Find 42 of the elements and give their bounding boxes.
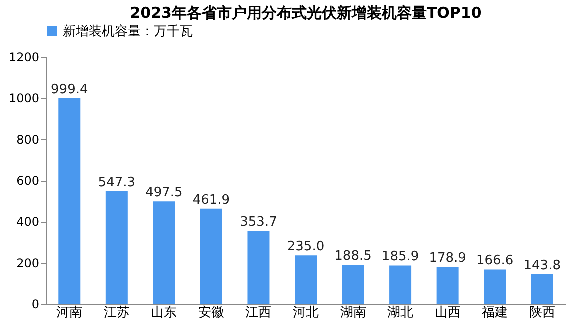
legend-label: 新增装机容量：万千瓦 — [63, 24, 193, 40]
x-tick-label: 江苏 — [104, 306, 130, 320]
x-tick-label: 安徽 — [198, 304, 224, 320]
y-tick-label: 1000 — [8, 92, 40, 106]
text: 178.9 — [429, 251, 466, 266]
y-tick-label: 1200 — [8, 50, 40, 64]
y-tick-label: 600 — [16, 174, 40, 188]
bar — [342, 265, 364, 304]
bar — [58, 98, 81, 304]
text: 188.5 — [334, 249, 372, 264]
text: 547.3 — [98, 175, 136, 190]
x-tick-label: 山西 — [434, 306, 461, 320]
bar — [248, 231, 270, 304]
bar — [390, 266, 412, 304]
x-tick-label: 河北 — [293, 306, 319, 320]
text: 166.6 — [476, 254, 514, 269]
text: 353.7 — [240, 215, 278, 230]
y-tick-label: 200 — [16, 256, 40, 270]
bar — [106, 191, 128, 304]
bar — [200, 208, 222, 304]
y-tick-label: 400 — [16, 215, 40, 230]
text: 497.5 — [146, 186, 183, 201]
x-tick-label: 江西 — [246, 306, 272, 320]
bar — [484, 270, 506, 304]
text: 999.4 — [51, 82, 88, 98]
x-tick-label: 湖南 — [340, 306, 366, 320]
chart-title: 2023年各省市户用分布式光伏新增装机容量TOP10 — [130, 4, 482, 22]
x-tick-label: 福建 — [482, 306, 508, 320]
text: 143.8 — [524, 258, 561, 274]
x-tick-label: 湖北 — [388, 306, 414, 320]
bar — [436, 267, 459, 304]
y-tick-label: 800 — [16, 132, 40, 147]
x-tick-label: 河南 — [56, 306, 83, 320]
y-tick-label: 0 — [32, 298, 40, 312]
x-tick-label: 陕西 — [529, 306, 556, 320]
text: 235.0 — [287, 240, 325, 255]
bar — [295, 256, 317, 304]
bar — [531, 274, 554, 304]
text: 185.9 — [382, 250, 420, 265]
bar — [153, 202, 176, 304]
x-tick-label: 山东 — [151, 306, 178, 320]
text: 461.9 — [192, 192, 230, 208]
